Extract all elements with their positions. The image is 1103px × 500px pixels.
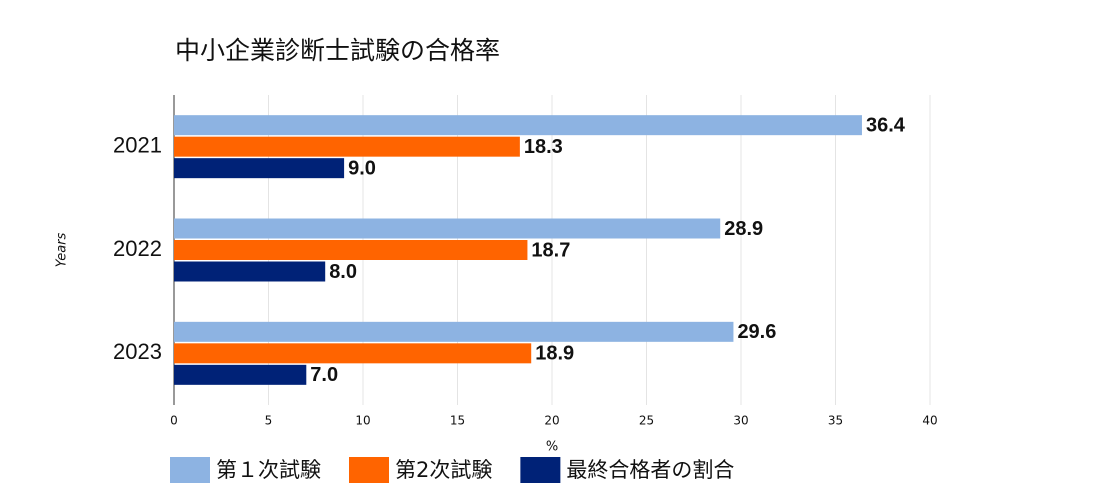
- bar: [174, 158, 345, 179]
- x-tick-label: 5: [265, 414, 273, 428]
- value-label: 18.9: [535, 343, 574, 365]
- x-tick-label: 35: [828, 414, 843, 428]
- legend-swatch: [520, 457, 561, 483]
- bar: [174, 240, 528, 260]
- x-tick-label: 10: [355, 414, 370, 428]
- bar: [174, 136, 520, 157]
- bar: [174, 343, 532, 364]
- value-label: 8.0: [329, 261, 357, 283]
- bar: [174, 115, 862, 136]
- legend-swatch: [170, 457, 210, 483]
- legend-label: 第１次試験: [216, 458, 321, 482]
- legend-swatch: [349, 457, 389, 483]
- value-label: 28.9: [724, 218, 763, 240]
- x-tick-label: 40: [922, 414, 937, 428]
- x-tick-label: 15: [450, 414, 465, 428]
- value-label: 18.7: [531, 239, 570, 261]
- x-axis-label: %: [546, 440, 558, 455]
- x-tick-label: 25: [639, 414, 654, 428]
- y-tick-label: 2022: [113, 236, 162, 261]
- legend-label: 最終合格者の割合: [566, 458, 734, 482]
- x-tick-label: 20: [544, 414, 559, 428]
- value-label: 29.6: [737, 321, 776, 343]
- value-label: 18.3: [524, 136, 563, 158]
- bar: [174, 218, 721, 239]
- y-tick-label: 2021: [113, 132, 162, 157]
- y-tick-label: 2023: [113, 339, 162, 364]
- chart-title: 中小企業診断士試験の合格率: [175, 36, 500, 65]
- value-label: 9.0: [348, 157, 376, 179]
- value-label: 7.0: [310, 364, 338, 386]
- x-tick-label: 0: [170, 414, 178, 428]
- value-label: 36.4: [866, 114, 906, 136]
- bar: [174, 364, 307, 385]
- y-axis-label: Years: [55, 232, 70, 267]
- x-tick-label: 30: [733, 414, 748, 428]
- bar: [174, 321, 734, 342]
- legend-label: 第2次試験: [395, 458, 492, 482]
- bar: [174, 261, 326, 282]
